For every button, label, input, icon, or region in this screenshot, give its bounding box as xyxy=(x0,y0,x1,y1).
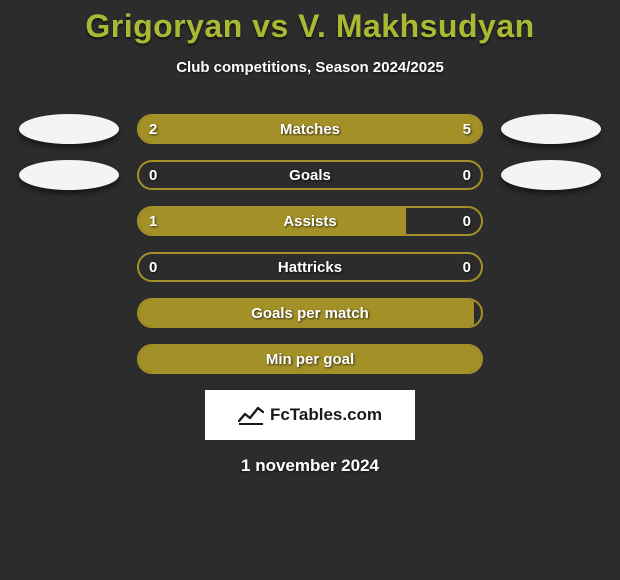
stat-value-right: 5 xyxy=(453,116,481,142)
stats-container: 25Matches00Goals10Assists00HattricksGoal… xyxy=(0,106,620,382)
stat-value-right: 0 xyxy=(453,162,481,188)
bar-fill-left xyxy=(139,208,406,234)
bar-fill-right xyxy=(231,116,481,142)
stat-bar: Min per goal xyxy=(137,344,483,374)
brand-badge: FcTables.com xyxy=(205,390,415,440)
stat-bar: Goals per match xyxy=(137,298,483,328)
stat-row: 0 0Hattricks xyxy=(0,244,620,290)
player-avatar-left xyxy=(19,160,119,190)
stat-bar: 0 0Hattricks xyxy=(137,252,483,282)
stat-bar: 25Matches xyxy=(137,114,483,144)
subtitle: Club competitions, Season 2024/2025 xyxy=(0,59,620,76)
bar-fill-left xyxy=(139,346,481,372)
logo-icon xyxy=(238,405,264,425)
stat-row: 25Matches xyxy=(0,106,620,152)
player-avatar-right xyxy=(501,160,601,190)
stat-bar: 0 0Goals xyxy=(137,160,483,190)
stat-value-left: 2 xyxy=(139,116,167,142)
stat-label: Goals xyxy=(139,162,481,188)
page-title: Grigoryan vs V. Makhsudyan xyxy=(0,0,620,45)
stat-value-left: 0 xyxy=(139,254,167,280)
player-avatar-left xyxy=(19,114,119,144)
stat-value-left: 0 xyxy=(139,162,167,188)
stat-value-right: 0 xyxy=(453,254,481,280)
brand-text: FcTables.com xyxy=(270,405,382,425)
stat-label: Hattricks xyxy=(139,254,481,280)
stat-row: 0 0Goals xyxy=(0,152,620,198)
stat-value-right: 0 xyxy=(453,208,481,234)
bar-fill-left xyxy=(139,300,474,326)
stat-bar: 10Assists xyxy=(137,206,483,236)
stat-row: Min per goal xyxy=(0,336,620,382)
stat-row: 10Assists xyxy=(0,198,620,244)
date-label: 1 november 2024 xyxy=(0,456,620,476)
stat-value-left: 1 xyxy=(139,208,167,234)
stat-row: Goals per match xyxy=(0,290,620,336)
player-avatar-right xyxy=(501,114,601,144)
